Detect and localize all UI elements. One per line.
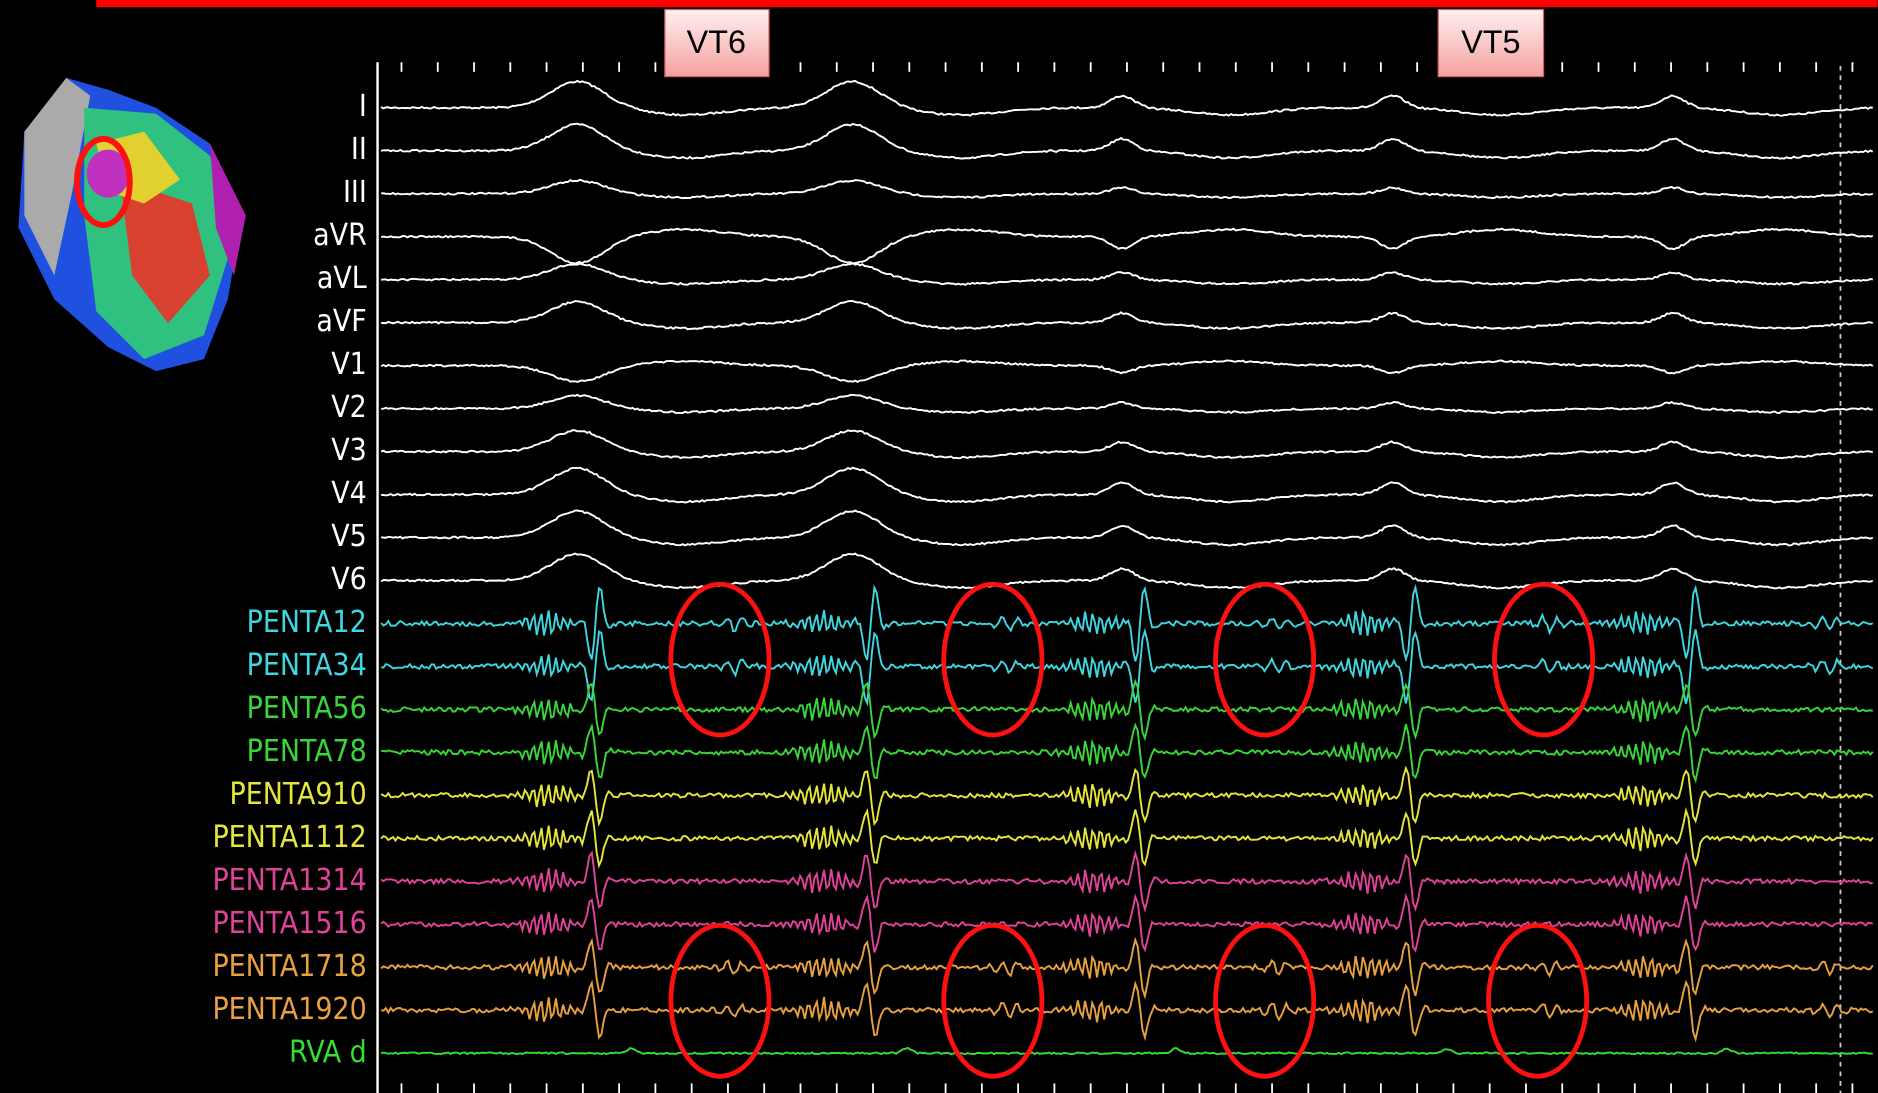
- trace: [380, 765, 1874, 827]
- channel-label: PENTA34: [247, 648, 367, 683]
- channel-label: V1: [331, 347, 367, 382]
- traces: [380, 79, 1874, 1056]
- channel-label: I: [359, 89, 367, 124]
- trace: [380, 227, 1874, 265]
- top-bar: [96, 0, 1878, 8]
- channel-label: PENTA56: [247, 691, 367, 726]
- trace: [380, 849, 1874, 913]
- trace: [381, 627, 1874, 707]
- channel-label: V2: [331, 390, 367, 425]
- trace: [380, 429, 1874, 460]
- trace: [380, 678, 1873, 742]
- trace: [380, 509, 1874, 547]
- channel-label: PENTA1516: [212, 906, 366, 941]
- channel-label: V5: [331, 519, 367, 554]
- channel-label: II: [351, 132, 367, 167]
- trace: [380, 552, 1874, 590]
- channel-label: V6: [331, 562, 367, 597]
- marker-label: VT5: [1461, 24, 1520, 60]
- channel-label: PENTA1920: [212, 992, 366, 1027]
- marker-label: VT6: [687, 24, 746, 60]
- channel-label: III: [343, 175, 367, 210]
- trace: [380, 122, 1874, 160]
- channel-label: aVL: [317, 261, 367, 296]
- trace: [381, 178, 1873, 200]
- channel-label: PENTA1112: [212, 820, 366, 855]
- channel-label: PENTA78: [247, 734, 367, 769]
- channel-label: V4: [331, 476, 367, 511]
- channel-label: aVR: [313, 218, 367, 253]
- trace: [381, 466, 1874, 504]
- channel-label: V3: [331, 433, 367, 468]
- channel-label: PENTA1718: [212, 949, 366, 984]
- trace: [380, 262, 1873, 286]
- trace: [380, 979, 1874, 1043]
- channel-labels: IIIIIIaVRaVLaVFV1V2V3V4V5V6PENTA12PENTA3…: [212, 89, 366, 1070]
- trace: [380, 722, 1874, 784]
- highlight-circles: [668, 581, 1596, 1079]
- channel-label: aVF: [316, 304, 366, 339]
- trace: [380, 1046, 1873, 1056]
- trace: [380, 79, 1873, 117]
- trace: [381, 393, 1873, 415]
- channel-label: PENTA910: [230, 777, 367, 812]
- trace: [380, 936, 1874, 1000]
- trace: [381, 300, 1874, 331]
- marker-vt5: VT5: [1437, 8, 1545, 78]
- trace: [380, 807, 1874, 869]
- trace: [380, 359, 1874, 383]
- marker-vt6: VT6: [664, 8, 770, 78]
- trace: [380, 583, 1874, 663]
- channel-label: PENTA12: [247, 605, 367, 640]
- channel-label: PENTA1314: [212, 863, 366, 898]
- voltage-map: [18, 77, 246, 372]
- channel-label: RVA d: [289, 1035, 367, 1070]
- trace: [380, 893, 1874, 953]
